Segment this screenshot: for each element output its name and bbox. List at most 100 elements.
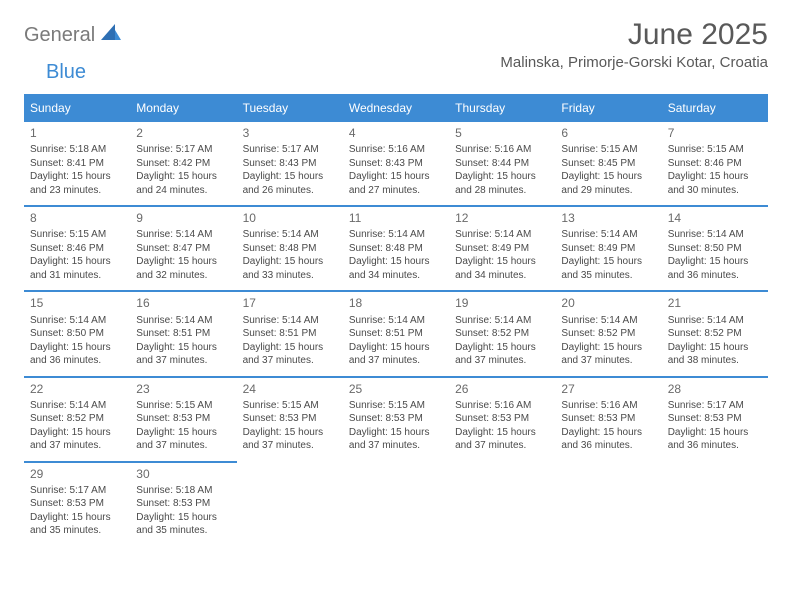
day-number: 17 <box>243 295 337 311</box>
day-cell: 2Sunrise: 5:17 AMSunset: 8:42 PMDaylight… <box>130 121 236 206</box>
month-title: June 2025 <box>500 18 768 52</box>
day-number: 3 <box>243 125 337 141</box>
day-cell: 4Sunrise: 5:16 AMSunset: 8:43 PMDaylight… <box>343 121 449 206</box>
daylight-line: Daylight: 15 hours and 36 minutes. <box>561 426 655 453</box>
day-cell: 24Sunrise: 5:15 AMSunset: 8:53 PMDayligh… <box>237 377 343 462</box>
weekday-header: Sunday <box>24 95 130 121</box>
day-cell: 13Sunrise: 5:14 AMSunset: 8:49 PMDayligh… <box>555 206 661 291</box>
sunrise-line: Sunrise: 5:17 AM <box>30 484 124 498</box>
day-number: 14 <box>668 210 762 226</box>
day-cell: 6Sunrise: 5:15 AMSunset: 8:45 PMDaylight… <box>555 121 661 206</box>
calendar-week-row: 22Sunrise: 5:14 AMSunset: 8:52 PMDayligh… <box>24 377 768 462</box>
daylight-line: Daylight: 15 hours and 37 minutes. <box>455 341 549 368</box>
day-cell: 21Sunrise: 5:14 AMSunset: 8:52 PMDayligh… <box>662 291 768 376</box>
daylight-line: Daylight: 15 hours and 24 minutes. <box>136 170 230 197</box>
day-cell: 12Sunrise: 5:14 AMSunset: 8:49 PMDayligh… <box>449 206 555 291</box>
weekday-header: Friday <box>555 95 661 121</box>
sunset-line: Sunset: 8:50 PM <box>668 242 762 256</box>
day-number: 23 <box>136 381 230 397</box>
day-number: 11 <box>349 210 443 226</box>
sunset-line: Sunset: 8:44 PM <box>455 157 549 171</box>
day-cell: 17Sunrise: 5:14 AMSunset: 8:51 PMDayligh… <box>237 291 343 376</box>
day-cell: 20Sunrise: 5:14 AMSunset: 8:52 PMDayligh… <box>555 291 661 376</box>
day-cell: 10Sunrise: 5:14 AMSunset: 8:48 PMDayligh… <box>237 206 343 291</box>
sunrise-line: Sunrise: 5:14 AM <box>561 228 655 242</box>
sunset-line: Sunset: 8:52 PM <box>668 327 762 341</box>
day-number: 4 <box>349 125 443 141</box>
daylight-line: Daylight: 15 hours and 37 minutes. <box>136 341 230 368</box>
day-number: 7 <box>668 125 762 141</box>
day-cell: 5Sunrise: 5:16 AMSunset: 8:44 PMDaylight… <box>449 121 555 206</box>
day-number: 20 <box>561 295 655 311</box>
daylight-line: Daylight: 15 hours and 23 minutes. <box>30 170 124 197</box>
sunrise-line: Sunrise: 5:14 AM <box>668 314 762 328</box>
location-subtitle: Malinska, Primorje-Gorski Kotar, Croatia <box>500 54 768 71</box>
daylight-line: Daylight: 15 hours and 30 minutes. <box>668 170 762 197</box>
day-number: 13 <box>561 210 655 226</box>
sunset-line: Sunset: 8:51 PM <box>243 327 337 341</box>
sunrise-line: Sunrise: 5:16 AM <box>455 399 549 413</box>
weekday-header: Monday <box>130 95 236 121</box>
sunset-line: Sunset: 8:53 PM <box>136 497 230 511</box>
empty-cell <box>662 462 768 546</box>
sunset-line: Sunset: 8:52 PM <box>455 327 549 341</box>
day-number: 2 <box>136 125 230 141</box>
sunset-line: Sunset: 8:53 PM <box>136 412 230 426</box>
empty-cell <box>449 462 555 546</box>
day-number: 30 <box>136 466 230 482</box>
weekday-header: Tuesday <box>237 95 343 121</box>
sunrise-line: Sunrise: 5:14 AM <box>136 228 230 242</box>
day-cell: 8Sunrise: 5:15 AMSunset: 8:46 PMDaylight… <box>24 206 130 291</box>
day-number: 8 <box>30 210 124 226</box>
sunset-line: Sunset: 8:43 PM <box>243 157 337 171</box>
weekday-header: Wednesday <box>343 95 449 121</box>
day-number: 29 <box>30 466 124 482</box>
daylight-line: Daylight: 15 hours and 36 minutes. <box>668 426 762 453</box>
sunrise-line: Sunrise: 5:16 AM <box>349 143 443 157</box>
day-cell: 3Sunrise: 5:17 AMSunset: 8:43 PMDaylight… <box>237 121 343 206</box>
sunset-line: Sunset: 8:48 PM <box>243 242 337 256</box>
sunset-line: Sunset: 8:42 PM <box>136 157 230 171</box>
sunset-line: Sunset: 8:52 PM <box>30 412 124 426</box>
daylight-line: Daylight: 15 hours and 31 minutes. <box>30 255 124 282</box>
daylight-line: Daylight: 15 hours and 28 minutes. <box>455 170 549 197</box>
calendar-body: 1Sunrise: 5:18 AMSunset: 8:41 PMDaylight… <box>24 121 768 546</box>
empty-cell <box>343 462 449 546</box>
sunset-line: Sunset: 8:45 PM <box>561 157 655 171</box>
day-number: 10 <box>243 210 337 226</box>
daylight-line: Daylight: 15 hours and 37 minutes. <box>243 426 337 453</box>
daylight-line: Daylight: 15 hours and 34 minutes. <box>455 255 549 282</box>
sunset-line: Sunset: 8:43 PM <box>349 157 443 171</box>
sunrise-line: Sunrise: 5:16 AM <box>455 143 549 157</box>
sunset-line: Sunset: 8:51 PM <box>349 327 443 341</box>
sunset-line: Sunset: 8:47 PM <box>136 242 230 256</box>
sunset-line: Sunset: 8:53 PM <box>668 412 762 426</box>
sunset-line: Sunset: 8:48 PM <box>349 242 443 256</box>
daylight-line: Daylight: 15 hours and 38 minutes. <box>668 341 762 368</box>
day-cell: 7Sunrise: 5:15 AMSunset: 8:46 PMDaylight… <box>662 121 768 206</box>
day-cell: 15Sunrise: 5:14 AMSunset: 8:50 PMDayligh… <box>24 291 130 376</box>
daylight-line: Daylight: 15 hours and 35 minutes. <box>136 511 230 538</box>
day-cell: 16Sunrise: 5:14 AMSunset: 8:51 PMDayligh… <box>130 291 236 376</box>
day-cell: 25Sunrise: 5:15 AMSunset: 8:53 PMDayligh… <box>343 377 449 462</box>
sunset-line: Sunset: 8:49 PM <box>561 242 655 256</box>
daylight-line: Daylight: 15 hours and 37 minutes. <box>30 426 124 453</box>
sunset-line: Sunset: 8:53 PM <box>349 412 443 426</box>
daylight-line: Daylight: 15 hours and 37 minutes. <box>349 426 443 453</box>
sunrise-line: Sunrise: 5:14 AM <box>30 314 124 328</box>
sunset-line: Sunset: 8:51 PM <box>136 327 230 341</box>
day-cell: 26Sunrise: 5:16 AMSunset: 8:53 PMDayligh… <box>449 377 555 462</box>
day-number: 16 <box>136 295 230 311</box>
sunset-line: Sunset: 8:50 PM <box>30 327 124 341</box>
daylight-line: Daylight: 15 hours and 33 minutes. <box>243 255 337 282</box>
weekday-header: Thursday <box>449 95 555 121</box>
day-cell: 22Sunrise: 5:14 AMSunset: 8:52 PMDayligh… <box>24 377 130 462</box>
day-number: 12 <box>455 210 549 226</box>
daylight-line: Daylight: 15 hours and 26 minutes. <box>243 170 337 197</box>
sunset-line: Sunset: 8:46 PM <box>668 157 762 171</box>
daylight-line: Daylight: 15 hours and 36 minutes. <box>668 255 762 282</box>
day-cell: 1Sunrise: 5:18 AMSunset: 8:41 PMDaylight… <box>24 121 130 206</box>
day-number: 22 <box>30 381 124 397</box>
sunrise-line: Sunrise: 5:14 AM <box>455 314 549 328</box>
sunrise-line: Sunrise: 5:15 AM <box>349 399 443 413</box>
